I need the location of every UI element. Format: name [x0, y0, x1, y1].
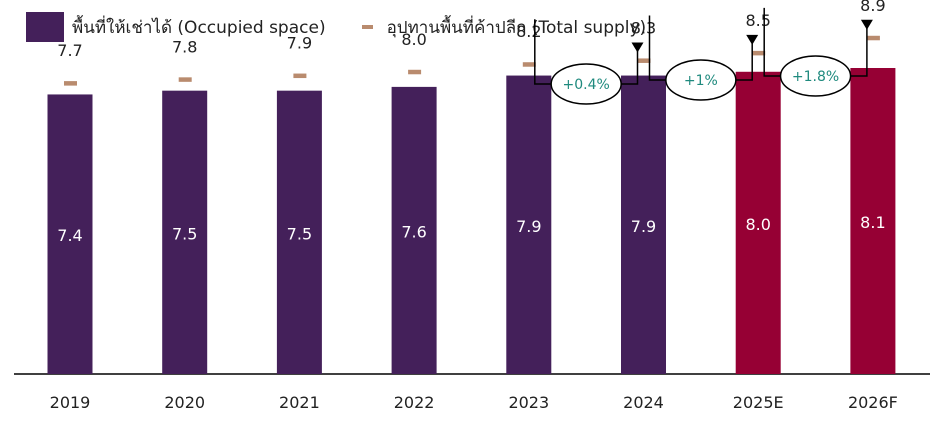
bar-occupied-2025E [735, 71, 781, 375]
x-tick-label-2022: 2022 [394, 393, 435, 412]
bar-occupied-2021 [276, 90, 322, 375]
growth-connector-right-2024 [621, 44, 639, 85]
supply-label-2023: 8.2 [516, 22, 541, 41]
bar-occupied-2026F [850, 68, 896, 374]
growth-connector-left-2025E [648, 15, 666, 81]
supply-marker-2023 [522, 62, 536, 67]
bar-label-2025E: 8.0 [745, 215, 770, 234]
supply-marker-2020 [178, 77, 192, 82]
supply-label-2026F: 8.9 [860, 0, 885, 15]
growth-connector-left-2026F [763, 7, 781, 77]
legend-occupied-swatch [26, 12, 64, 42]
supply-label-2020: 7.8 [172, 37, 197, 56]
x-tick-label-2020: 2020 [164, 393, 205, 412]
growth-connector-right-2025E [735, 36, 753, 81]
bar-label-2020: 7.5 [172, 224, 197, 243]
growth-ellipse-2026F [779, 55, 852, 97]
supply-marker-2024 [637, 58, 651, 63]
legend-supply-marker [361, 25, 373, 29]
legend-occupied-label: พื้นที่ให้เช่าได้ (Occupied space) [72, 17, 326, 38]
x-tick-label-2019: 2019 [50, 393, 91, 412]
bar-occupied-2020 [162, 90, 208, 375]
bar-occupied-2019 [47, 94, 93, 374]
growth-arrowhead-2024 [631, 42, 644, 53]
growth-ellipse-2024 [550, 63, 622, 105]
bar-occupied-2023 [506, 75, 552, 375]
supply-marker-2026F [866, 35, 880, 41]
supply-marker-2019 [64, 81, 77, 86]
supply-label-2024: 8.3 [631, 18, 656, 37]
supply-marker-2021 [293, 73, 307, 79]
growth-label-2024: +0.4% [562, 77, 609, 93]
bar-label-2024: 7.9 [631, 217, 656, 236]
supply-label-2025E: 8.5 [745, 11, 770, 30]
growth-arrowhead-2025E [746, 34, 759, 45]
legend-supply-label: อุปทานพื้นที่ค้าปลีก (Total supply) [386, 17, 647, 38]
x-tick-label-2024: 2024 [623, 393, 664, 412]
supply-label-2021: 7.9 [287, 34, 312, 53]
supply-marker-2022 [408, 69, 422, 75]
x-tick-label-2025E: 2025E [733, 393, 784, 412]
bar-label-2023: 7.9 [516, 217, 541, 236]
growth-connector-left-2024 [534, 19, 552, 85]
bar-occupied-2022 [391, 86, 437, 374]
growth-ellipse-2025E [665, 59, 737, 101]
supply-label-2022: 8.0 [401, 30, 426, 49]
growth-label-2026F: +1.8% [792, 69, 839, 85]
supply-label-2019: 7.7 [57, 41, 82, 60]
bar-label-2026F: 8.1 [860, 213, 885, 232]
legend: พื้นที่ให้เช่าได้ (Occupied space) อุปทา… [26, 12, 646, 42]
x-tick-label-2021: 2021 [279, 393, 320, 412]
bar-label-2019: 7.4 [57, 226, 82, 245]
growth-label-2025E: +1% [684, 73, 718, 89]
growth-arrowhead-2026F [860, 19, 873, 30]
growth-connector-right-2026F [850, 21, 868, 77]
x-tick-label-2023: 2023 [508, 393, 549, 412]
x-tick-label-2026F: 2026F [848, 393, 898, 412]
supply-marker-2025E [752, 50, 766, 56]
bar-label-2022: 7.6 [401, 222, 426, 241]
bar-occupied-2024 [621, 75, 666, 375]
bar-label-2021: 7.5 [287, 224, 312, 243]
